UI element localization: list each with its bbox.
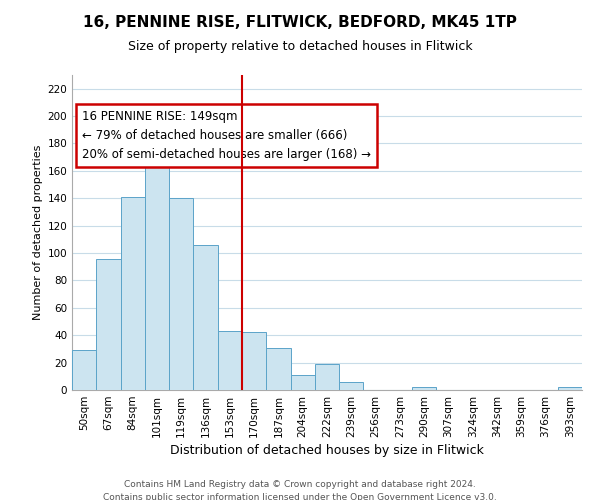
X-axis label: Distribution of detached houses by size in Flitwick: Distribution of detached houses by size … (170, 444, 484, 457)
Bar (242, 332, 266, 390)
Bar (290, 375, 315, 390)
Bar (412, 388, 436, 390)
Bar (339, 382, 364, 390)
Bar (315, 364, 339, 390)
Bar (145, 140, 169, 390)
Bar (121, 197, 145, 390)
Text: Size of property relative to detached houses in Flitwick: Size of property relative to detached ho… (128, 40, 472, 53)
Y-axis label: Number of detached properties: Number of detached properties (33, 145, 43, 320)
Text: Contains HM Land Registry data © Crown copyright and database right 2024.: Contains HM Land Registry data © Crown c… (124, 480, 476, 489)
Bar (558, 388, 582, 390)
Bar (96, 258, 121, 390)
Bar (193, 245, 218, 390)
Bar (169, 198, 193, 390)
Text: 16 PENNINE RISE: 149sqm
← 79% of detached houses are smaller (666)
20% of semi-d: 16 PENNINE RISE: 149sqm ← 79% of detache… (82, 110, 371, 160)
Bar (218, 331, 242, 390)
Bar (266, 348, 290, 390)
Text: 16, PENNINE RISE, FLITWICK, BEDFORD, MK45 1TP: 16, PENNINE RISE, FLITWICK, BEDFORD, MK4… (83, 15, 517, 30)
Bar (72, 350, 96, 390)
Text: Contains public sector information licensed under the Open Government Licence v3: Contains public sector information licen… (103, 492, 497, 500)
